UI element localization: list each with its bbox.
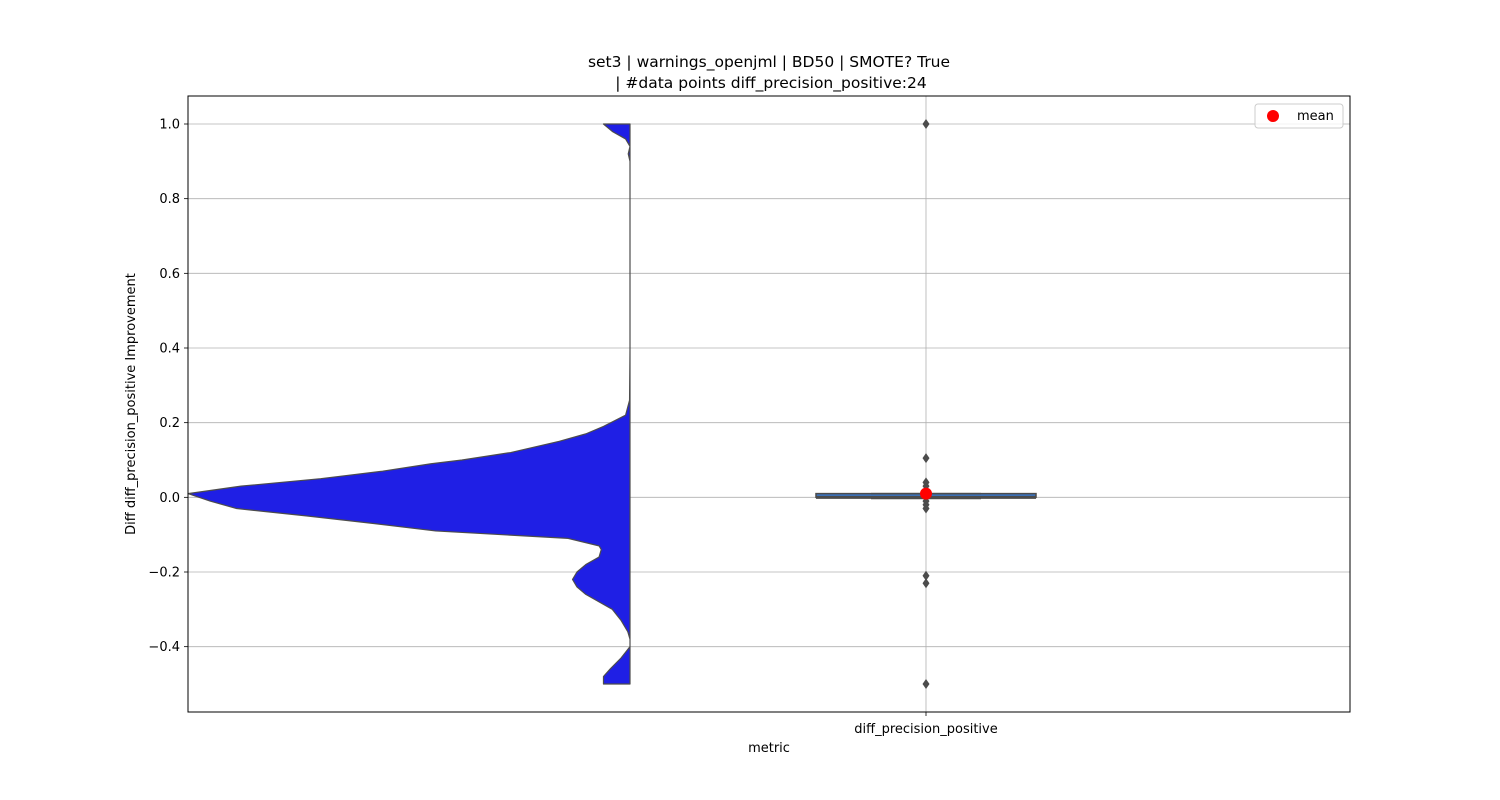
violin-layer (187, 123, 631, 685)
violin-body (187, 123, 631, 685)
y-tick-label: 0.6 (159, 267, 180, 282)
x-axis-label: metric (748, 741, 790, 756)
legend-mean-marker (1267, 110, 1279, 122)
legend-mean-label: mean (1297, 109, 1334, 124)
outlier-point (922, 578, 930, 589)
x-axis-ticks: diff_precision_positive (854, 712, 998, 737)
y-tick-label: 1.0 (159, 118, 180, 133)
mean-marker (920, 487, 932, 500)
outlier-point (922, 679, 930, 689)
plot-frame (187, 95, 1351, 713)
y-tick-label: 0.0 (159, 491, 180, 506)
y-tick-label: 0.4 (159, 342, 180, 357)
chart-title-line-1: set3 | warnings_openjml | BD50 | SMOTE? … (588, 53, 950, 72)
outlier-point (922, 570, 930, 581)
y-tick-label: −0.2 (148, 566, 180, 581)
outlier-point (922, 119, 930, 129)
y-tick-label: 0.8 (159, 192, 180, 207)
y-axis-ticks: −0.4 −0.2 0.0 0.2 0.4 0.6 0.8 1.0 (148, 118, 188, 655)
x-tick-label: diff_precision_positive (854, 722, 997, 737)
y-tick-label: −0.4 (148, 640, 180, 655)
outlier-point (922, 503, 930, 514)
chart-title-line-2: | #data points diff_precision_positive:2… (615, 74, 927, 93)
legend: mean (1254, 103, 1344, 129)
outlier-point (922, 453, 930, 464)
boxplot-layer (815, 119, 1037, 689)
legend-box (1254, 103, 1344, 129)
y-tick-label: 0.2 (159, 416, 180, 431)
y-axis-label: Diff diff_precision_positive Improvement (124, 273, 139, 535)
